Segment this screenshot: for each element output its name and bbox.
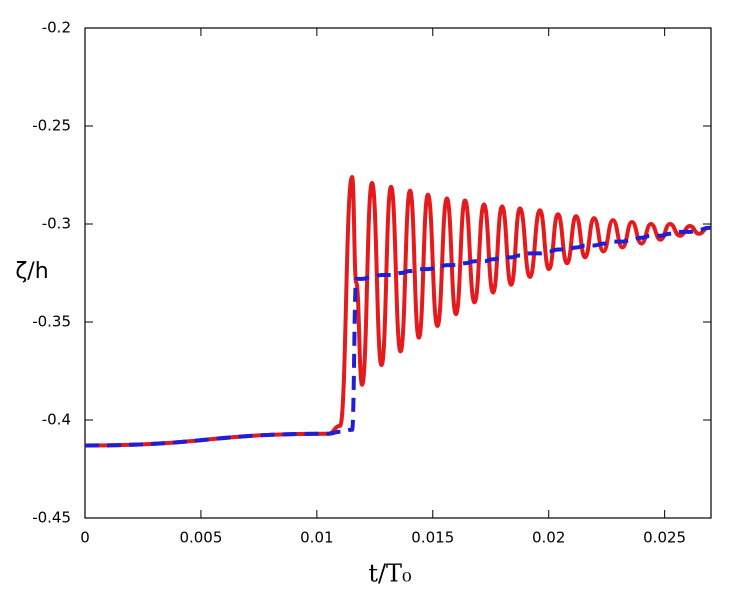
- plot-frame: [84, 27, 712, 519]
- y-axis-label: ζ/h: [15, 259, 48, 284]
- x-tick-label: 0: [80, 529, 90, 547]
- x-tick-label: 0.025: [643, 529, 686, 547]
- x-tick-label: 0.01: [300, 529, 333, 547]
- x-axis-label: t/T₀: [368, 560, 411, 588]
- y-tick-label: -0.4: [42, 411, 71, 429]
- series-line: [84, 174, 711, 448]
- y-tick-label: -0.2: [42, 19, 71, 37]
- y-tick-label: -0.45: [32, 509, 71, 527]
- x-tick-label: 0.015: [411, 529, 454, 547]
- series-line: [84, 225, 711, 448]
- x-tick-label: 0.02: [532, 529, 565, 547]
- x-tick-label: 0.005: [179, 529, 222, 547]
- y-tick-label: -0.3: [42, 215, 71, 233]
- y-tick-label: -0.25: [32, 117, 71, 135]
- y-tick-label: -0.35: [32, 313, 71, 331]
